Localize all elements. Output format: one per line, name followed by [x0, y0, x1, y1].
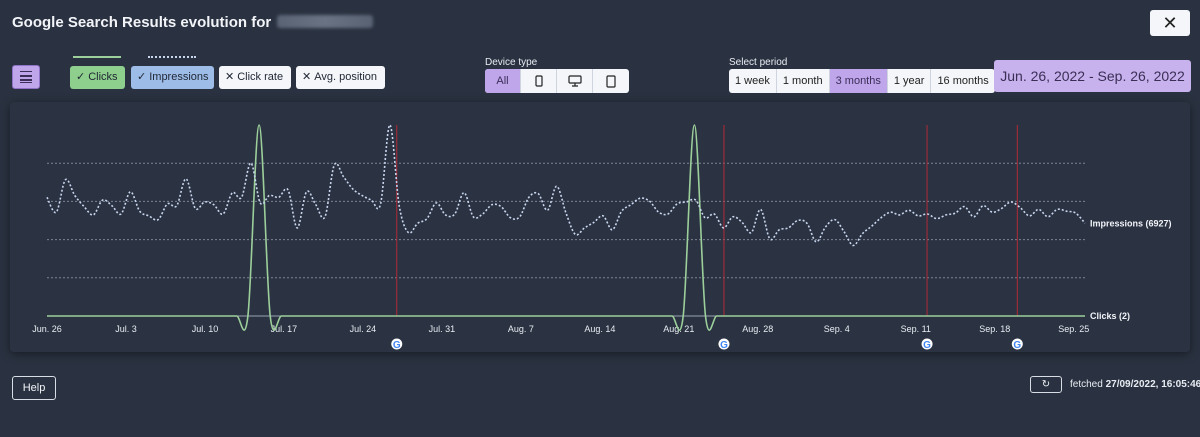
- impressions-legend-line: [148, 56, 196, 58]
- clicks-legend-line: [73, 56, 121, 58]
- x-tick-label: Jul. 10: [192, 324, 219, 334]
- click-rate-toggle-label: Click rate: [237, 71, 284, 83]
- fetched-prefix: fetched: [1070, 379, 1103, 390]
- cross-icon: ✕: [225, 71, 235, 83]
- device-type-label: Device type: [485, 57, 538, 68]
- x-tick-label: Aug. 14: [584, 324, 615, 334]
- fetched-status: fetched 27/09/2022, 16:05:46: [1070, 379, 1200, 390]
- clicks-toggle[interactable]: ✓ Clicks: [70, 66, 125, 89]
- x-tick-label: Jul. 17: [271, 324, 298, 334]
- device-all-button[interactable]: All: [485, 69, 521, 93]
- x-tick-label: Aug. 7: [508, 324, 534, 334]
- google-update-icon-glyph: G: [1013, 340, 1021, 351]
- clicks-toggle-label: Clicks: [88, 71, 118, 83]
- desktop-icon: [567, 75, 582, 87]
- google-update-icon-glyph: G: [923, 340, 931, 351]
- device-desktop-button[interactable]: [557, 69, 593, 93]
- period-1-year[interactable]: 1 year: [888, 69, 932, 93]
- avg-position-toggle[interactable]: ✕ Avg. position: [296, 66, 385, 89]
- refresh-icon: ↻: [1041, 379, 1051, 390]
- check-icon: ✓: [76, 71, 86, 83]
- impressions-end-label: Impressions (6927): [1090, 218, 1172, 228]
- refresh-button[interactable]: ↻: [1030, 376, 1062, 393]
- clicks-end-label: Clicks (2): [1090, 311, 1130, 321]
- x-tick-label: Aug. 28: [742, 324, 773, 334]
- check-icon: ✓: [137, 71, 147, 83]
- select-period-label: Select period: [729, 57, 788, 68]
- period-1-month[interactable]: 1 month: [777, 69, 830, 93]
- redacted-domain: [277, 15, 374, 28]
- google-update-icon: [718, 338, 730, 350]
- cross-icon: ✕: [302, 71, 312, 83]
- date-range-button[interactable]: Jun. 26, 2022 - Sep. 26, 2022: [994, 60, 1191, 92]
- device-type-selector: All: [485, 69, 629, 93]
- page-title: Google Search Results evolution for: [12, 14, 374, 31]
- mobile-icon: [534, 75, 543, 87]
- period-16-months[interactable]: 16 months: [937, 75, 989, 87]
- x-tick-label: Jul. 24: [350, 324, 377, 334]
- google-update-icon-glyph: G: [720, 340, 728, 351]
- period-1-week[interactable]: 1 week: [729, 69, 777, 93]
- x-tick-label: Sep. 25: [1058, 324, 1089, 334]
- x-tick-label: Sep. 11: [901, 324, 931, 334]
- x-tick-label: Jul. 3: [115, 324, 137, 334]
- google-update-icon-glyph: G: [393, 340, 401, 351]
- impressions-series-line: [46, 124, 1086, 247]
- google-update-icon: [391, 338, 403, 350]
- clicks-series-line: [46, 124, 1085, 331]
- help-button[interactable]: Help: [12, 376, 56, 400]
- x-tick-label: Sep. 4: [824, 324, 850, 334]
- period-3-months[interactable]: 3 months: [829, 69, 888, 93]
- click-rate-toggle[interactable]: ✕ Click rate: [219, 66, 291, 89]
- device-mobile-button[interactable]: [521, 69, 557, 93]
- period-selector: 1 week 1 month 3 months 1 year 16 months: [729, 69, 995, 93]
- x-tick-label: Sep. 18: [979, 324, 1010, 334]
- chart-card: [10, 102, 1190, 352]
- google-update-icon: [921, 338, 933, 350]
- x-tick-label: Jul. 31: [429, 324, 456, 334]
- close-button[interactable]: ✕: [1150, 10, 1190, 36]
- tablet-icon: [606, 74, 616, 88]
- device-tablet-button[interactable]: [593, 69, 629, 93]
- impressions-toggle[interactable]: ✓ Impressions: [131, 66, 214, 89]
- x-tick-label: Jun. 26: [32, 324, 62, 334]
- google-update-icon: [1011, 338, 1023, 350]
- fetched-timestamp: 27/09/2022, 16:05:46: [1105, 379, 1200, 390]
- impressions-toggle-label: Impressions: [149, 71, 209, 83]
- avg-position-toggle-label: Avg. position: [314, 71, 378, 83]
- menu-icon[interactable]: [12, 65, 40, 89]
